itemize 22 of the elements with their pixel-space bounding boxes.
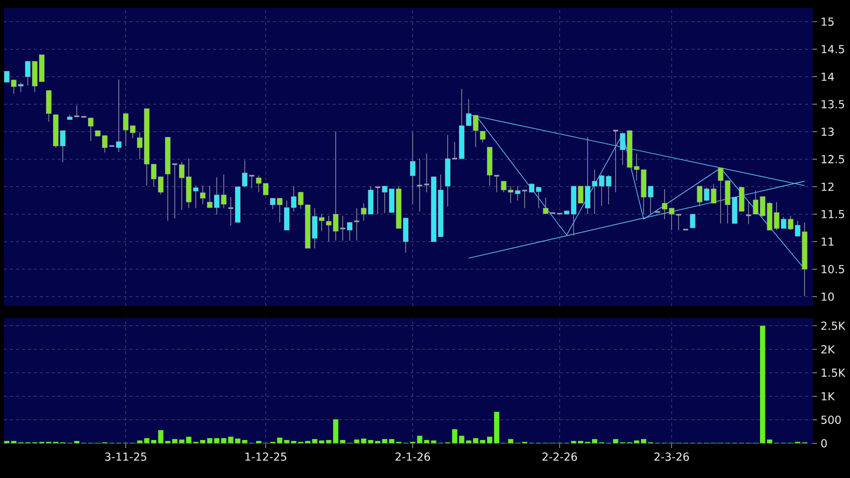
y-tick-label: 2K	[821, 345, 835, 354]
y-tick-label: 13.5	[822, 100, 844, 108]
x-tick-label: 2-2-26	[542, 452, 577, 461]
y-tick-label: 1.5K	[822, 368, 846, 377]
y-tick-label: 0	[821, 439, 827, 448]
y-tick-label: 11.5	[822, 210, 844, 218]
x-tick-label: 1-12-25	[245, 452, 286, 461]
y-tick-label: 12	[822, 182, 834, 191]
y-tick-label: 2.5K	[821, 322, 846, 330]
y-tick-label: 14.5	[822, 45, 844, 54]
y-tick-label: 14	[822, 72, 834, 81]
y-tick-label: 15	[822, 18, 834, 26]
y-tick-label: 12.5	[822, 155, 844, 164]
y-tick-label: 500	[821, 416, 841, 424]
x-tick-label: 2-3-26	[654, 452, 689, 461]
y-tick-label: 1K	[822, 392, 835, 400]
y-tick-label: 10	[822, 292, 834, 301]
x-tick-label: 3-11-25	[105, 452, 146, 461]
y-tick-label: 10.5	[822, 264, 844, 274]
y-tick-label: 11	[822, 238, 834, 246]
y-tick-label: 13	[822, 128, 834, 136]
x-tick-label: 2-1-26	[396, 452, 430, 461]
